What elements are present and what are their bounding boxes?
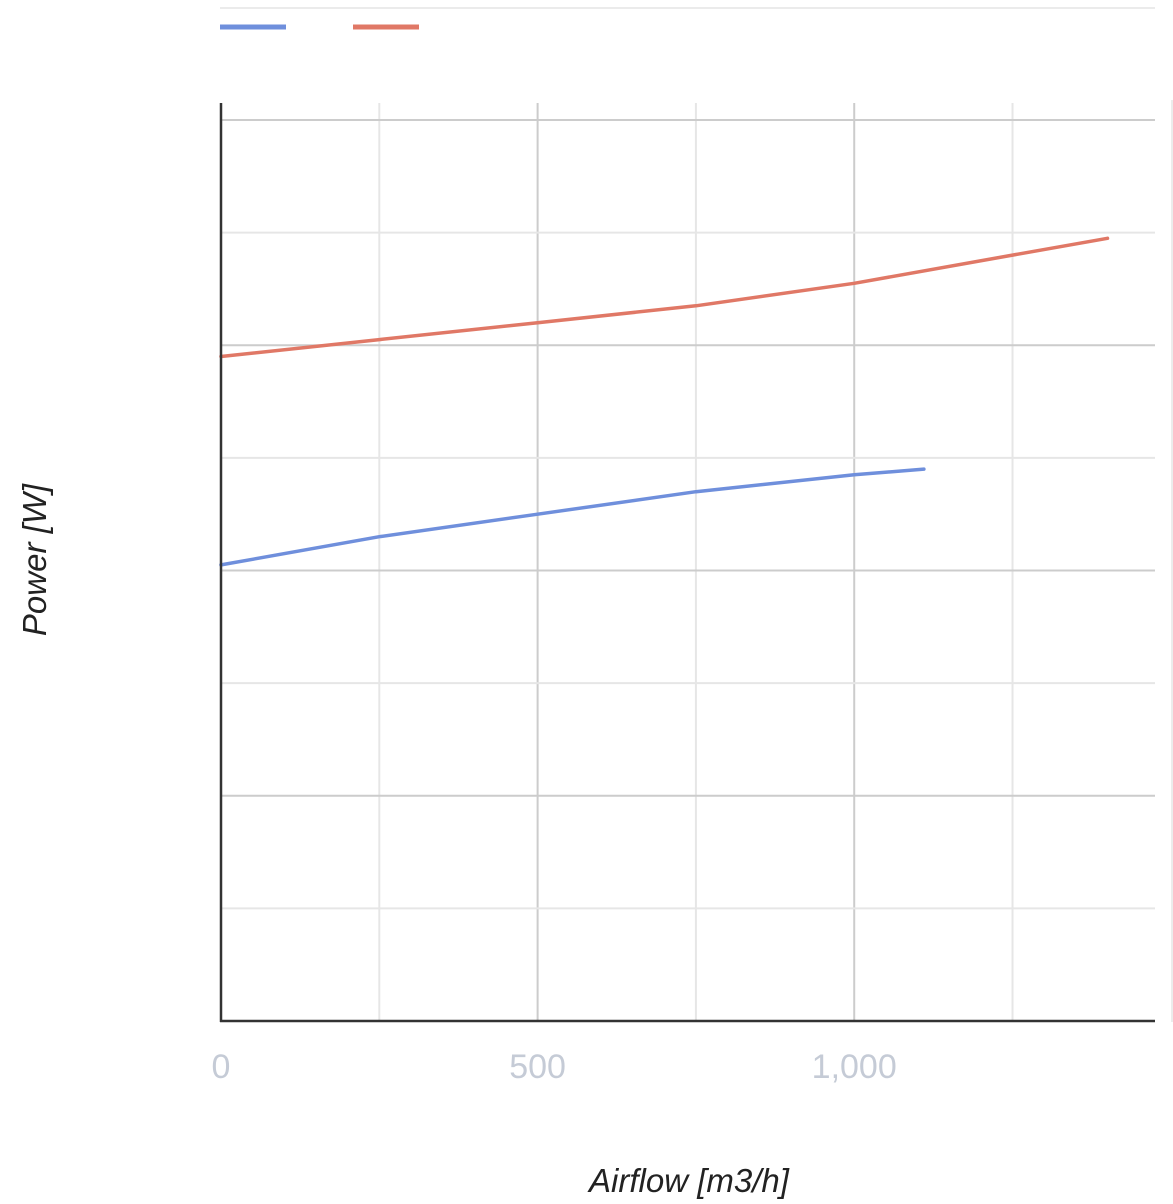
x-axis-title: Airflow [m3/h] bbox=[587, 1162, 790, 1199]
x-tick-label: 1,000 bbox=[812, 1048, 897, 1086]
series-1-line bbox=[219, 467, 926, 567]
x-tick-labels: 0 500 1,000 bbox=[212, 1048, 897, 1086]
x-tick-label: 0 bbox=[212, 1048, 231, 1086]
series-2-line bbox=[219, 236, 1110, 359]
x-gridlines bbox=[220, 103, 1014, 1021]
y-axis-title: Power [W] bbox=[16, 483, 53, 636]
series-layer bbox=[219, 236, 1110, 567]
x-tick-label: 500 bbox=[509, 1048, 566, 1086]
